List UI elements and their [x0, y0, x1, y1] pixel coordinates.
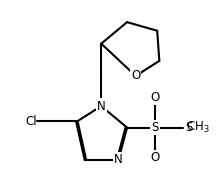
- Text: $\mathregular{CH_3}$: $\mathregular{CH_3}$: [186, 120, 210, 135]
- Text: S: S: [185, 121, 193, 134]
- Text: Cl: Cl: [25, 115, 37, 128]
- Text: N: N: [114, 153, 123, 166]
- Text: N: N: [97, 100, 106, 112]
- Text: O: O: [150, 91, 160, 104]
- Text: O: O: [150, 151, 160, 164]
- Text: O: O: [131, 70, 140, 82]
- Text: S: S: [151, 121, 159, 134]
